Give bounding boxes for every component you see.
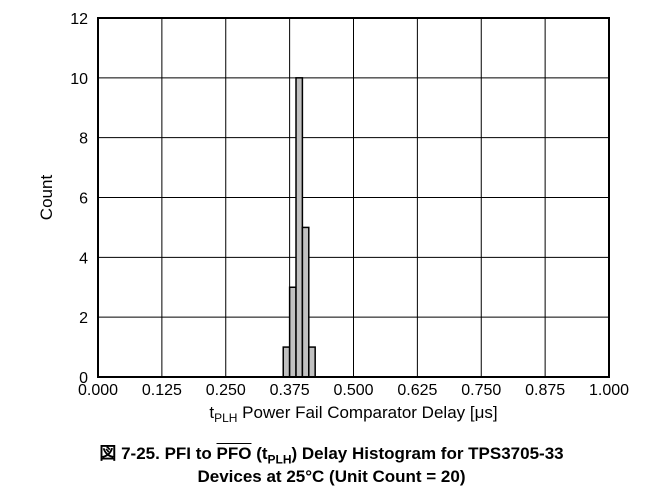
x-tick-label: 1.000	[589, 382, 629, 399]
histogram-bar	[282, 346, 291, 378]
x-axis-label-rest: Power Fail Comparator Delay [μs]	[237, 403, 497, 422]
caption-subscript: PLH	[267, 452, 292, 467]
bars	[282, 77, 316, 378]
x-tick-label: 0.625	[397, 382, 437, 399]
x-axis-label-subscript: PLH	[214, 411, 237, 425]
y-tick-label: 4	[79, 250, 88, 267]
y-tick-label: 0	[79, 370, 88, 387]
y-tick-label: 10	[70, 71, 88, 88]
x-tick-label: 0.875	[525, 382, 565, 399]
x-axis-label: tPLH Power Fail Comparator Delay [μs]	[209, 403, 497, 425]
figure-caption-line-2: Devices at 25°C (Unit Count = 20)	[197, 467, 466, 486]
histogram-bar	[295, 77, 304, 378]
x-tick-label: 0.375	[270, 382, 310, 399]
caption-mid: (t	[251, 444, 268, 463]
grid-lines	[97, 17, 610, 378]
y-tick-label: 12	[70, 11, 88, 28]
histogram-bar	[301, 226, 310, 378]
plot-frame	[97, 17, 610, 378]
tick-labels: 0.000 0.125 0.250 0.375 0.500 0.625 0.750 0.875…	[70, 11, 629, 399]
caption-suffix: ) Delay Histogram for TPS3705-33	[291, 444, 564, 463]
x-tick-label: 0.000	[78, 382, 118, 399]
x-tick-label: 0.750	[461, 382, 501, 399]
y-axis-label: Count	[37, 175, 56, 221]
caption-prefix: 図 7-25. PFI to	[99, 444, 217, 463]
caption-overline-signal: PFO	[216, 444, 252, 463]
histogram-bar	[288, 286, 297, 378]
y-tick-label: 6	[79, 191, 88, 208]
histogram-bar	[308, 346, 316, 378]
x-tick-label: 0.500	[333, 382, 373, 399]
figure-caption-line-1: 図 7-25. PFI to PFO (tPLH) Delay Histogra…	[0, 443, 663, 470]
y-tick-label: 8	[79, 131, 88, 148]
x-tick-label: 0.125	[142, 382, 182, 399]
x-tick-label: 0.250	[206, 382, 246, 399]
histogram-chart: 0.000 0.125 0.250 0.375 0.500 0.625 0.750 0.875…	[37, 11, 629, 425]
x-axis-label-main: t	[209, 403, 214, 422]
y-tick-label: 2	[79, 310, 88, 327]
